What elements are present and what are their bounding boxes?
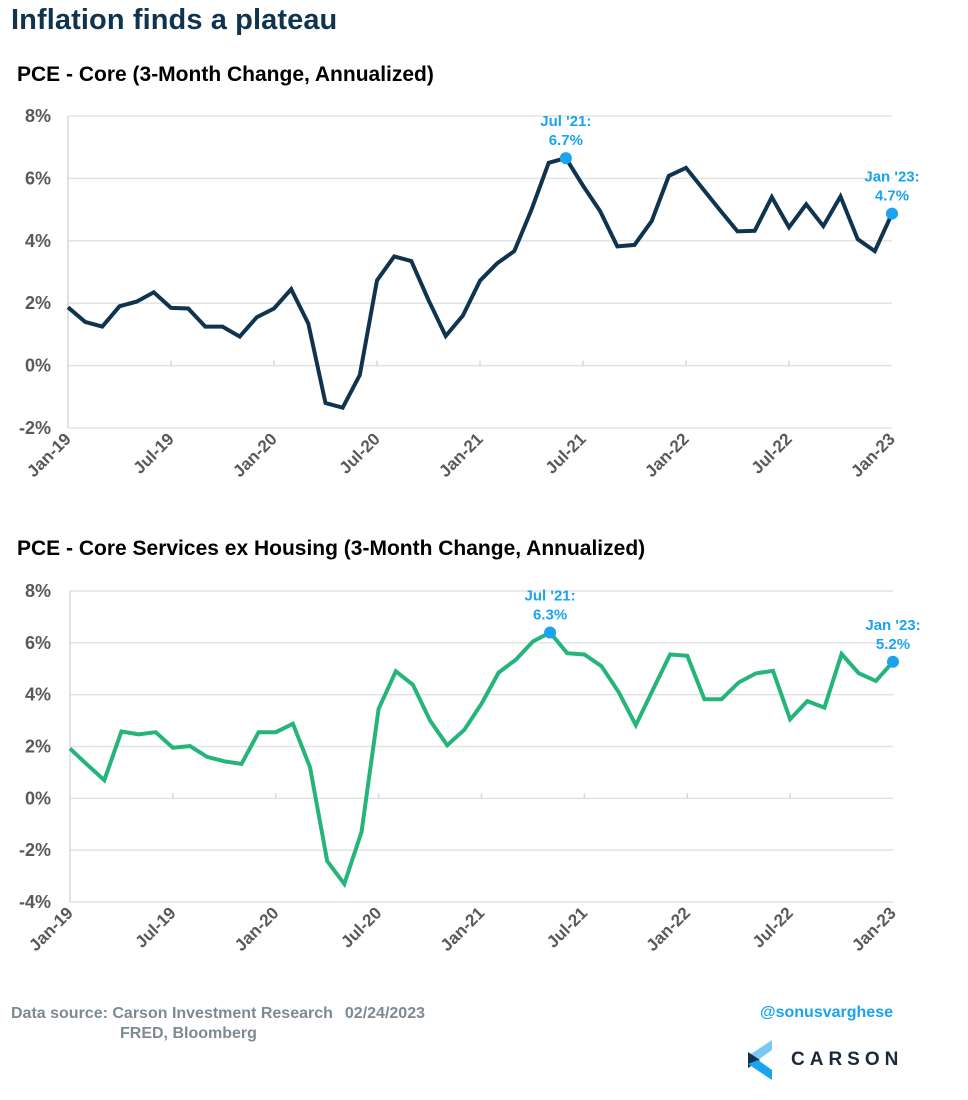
publish-date: 02/24/2023 — [344, 1005, 425, 1022]
x-tick-label: Jul-19 — [130, 429, 178, 477]
annotation-date-label: Jul '21: — [525, 587, 576, 604]
annotation-marker — [544, 626, 557, 639]
annotation-marker — [887, 655, 899, 668]
y-tick-label: -2% — [19, 840, 51, 860]
x-tick-label: Jul-22 — [748, 429, 796, 477]
y-tick-label: 2% — [25, 737, 51, 757]
x-tick-label: Jul-20 — [337, 903, 385, 951]
annotation-marker — [886, 207, 898, 220]
x-tick-label: Jan-20 — [231, 903, 283, 955]
y-tick-label: 2% — [25, 293, 51, 313]
x-tick-label: Jul-20 — [336, 429, 384, 477]
y-tick-label: 6% — [25, 168, 51, 188]
annotation-value-label: 6.3% — [533, 606, 567, 623]
y-tick-label: 4% — [25, 231, 51, 251]
y-tick-label: 0% — [25, 356, 51, 376]
x-tick-label: Jan-21 — [435, 429, 487, 481]
annotation-date-label: Jul '21: — [540, 113, 591, 130]
author-handle-link[interactable]: @sonusvarghese — [760, 1004, 893, 1021]
x-tick-label: Jul-22 — [749, 903, 797, 951]
y-tick-label: 6% — [25, 633, 51, 653]
y-tick-label: 8% — [25, 581, 51, 601]
annotation-date-label: Jan '23: — [864, 169, 919, 186]
x-tick-label: Jan-22 — [641, 429, 693, 481]
y-tick-label: -4% — [19, 892, 51, 912]
y-tick-label: 0% — [25, 788, 51, 808]
annotation-date-label: Jan '23: — [865, 617, 920, 634]
data-source: Data source: Carson Investment Research 0… — [11, 1004, 425, 1044]
annotation-value-label: 5.2% — [876, 636, 910, 653]
x-tick-label: Jan-22 — [643, 903, 695, 955]
x-tick-label: Jul-21 — [543, 903, 591, 951]
x-tick-label: Jan-20 — [229, 429, 281, 481]
annotation-value-label: 6.7% — [549, 132, 583, 149]
data-source-line2: FRED, Bloomberg — [120, 1025, 257, 1042]
chart-services-ex-housing: -4%-2%0%2%4%6%8%Jan-19 Jul-19 Jan-20 Jul-20… — [19, 581, 921, 955]
series-line — [68, 629, 895, 889]
x-tick-label: Jan-23 — [847, 429, 899, 481]
annotation-marker — [559, 152, 572, 165]
data-source-label: Data source: Carson Investment Research — [11, 1005, 333, 1022]
x-tick-label: Jul-21 — [542, 429, 590, 477]
x-tick-label: Jan-23 — [848, 903, 900, 955]
series-line — [66, 155, 894, 411]
carson-logo: CARSON — [746, 1038, 903, 1082]
x-tick-label: Jul-19 — [132, 903, 180, 951]
annotation-value-label: 4.7% — [875, 188, 909, 205]
chart-title-services-ex-housing: PCE - Core Services ex Housing (3-Month … — [17, 537, 646, 560]
y-tick-label: 4% — [25, 685, 51, 705]
carson-logo-mark-icon — [748, 1040, 772, 1080]
carson-logo-text: CARSON — [791, 1049, 904, 1070]
y-tick-label: 8% — [25, 106, 51, 126]
chart-title-core: PCE - Core (3-Month Change, Annualized) — [17, 63, 434, 86]
page-title: Inflation finds a plateau — [11, 4, 338, 36]
chart-core-pce: -2%0%2%4%6%8%Jan-19 Jul-19 Jan-20 Jul-20 Jan… — [19, 106, 920, 481]
y-tick-label: -2% — [19, 418, 51, 438]
x-tick-label: Jan-21 — [437, 903, 489, 955]
